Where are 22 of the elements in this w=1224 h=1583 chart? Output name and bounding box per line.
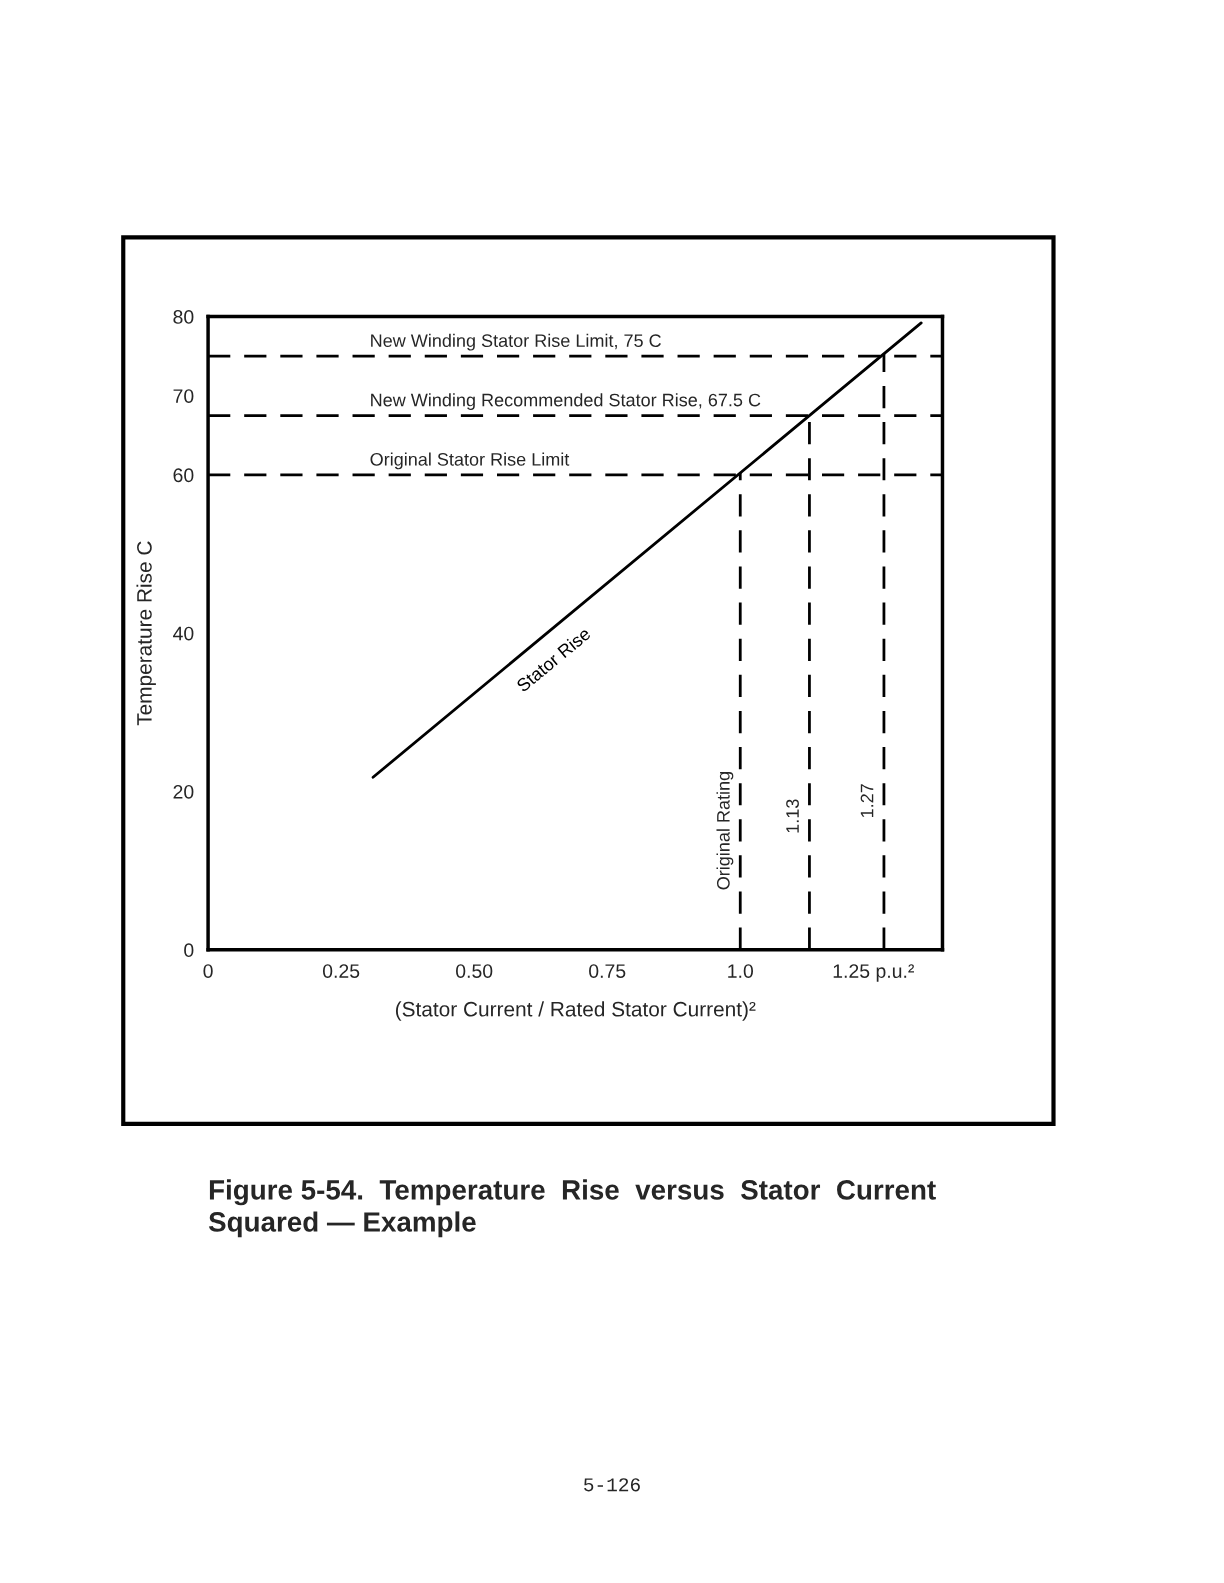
ref-line-label: Original Rating (716, 772, 734, 890)
y-axis-title: Temperature Rise C (136, 541, 156, 726)
text: Figure 5-54. Temperature Rise versus Stator Current Squared — Example (208, 1179, 936, 1238)
x-tick-label: 0.50 (456, 964, 493, 978)
ref-line-label: New Winding Stator Rise Limit, 75 C (371, 333, 661, 351)
x-tick-label: 0 (203, 964, 213, 978)
y-tick-label: 60 (173, 468, 194, 483)
y-tick-label: 70 (173, 389, 194, 403)
y-tick-label: 40 (173, 626, 194, 641)
x-tick-label: 1.0 (728, 964, 754, 978)
x-tick-label: 0.25 (322, 964, 360, 978)
x-axis-title: (Stator Current / Rated Stator Current)² (395, 1001, 756, 1021)
text: 5-126 (584, 1478, 640, 1492)
ref-line-label: 1.13 (786, 799, 799, 833)
y-tick-label: 80 (173, 310, 194, 324)
ref-line-label: Original Stator Rise Limit (370, 452, 570, 470)
x-tick-label: 1.25 p.u.² (833, 964, 915, 982)
y-tick-label: 20 (173, 784, 194, 799)
y-tick-label: 0 (184, 943, 194, 958)
x-tick-label: 0.75 (589, 964, 626, 978)
ref-line-label: 1.27 (860, 784, 874, 817)
ref-line-label: New Winding Recommended Stator Rise, 67.5 C (371, 393, 761, 410)
